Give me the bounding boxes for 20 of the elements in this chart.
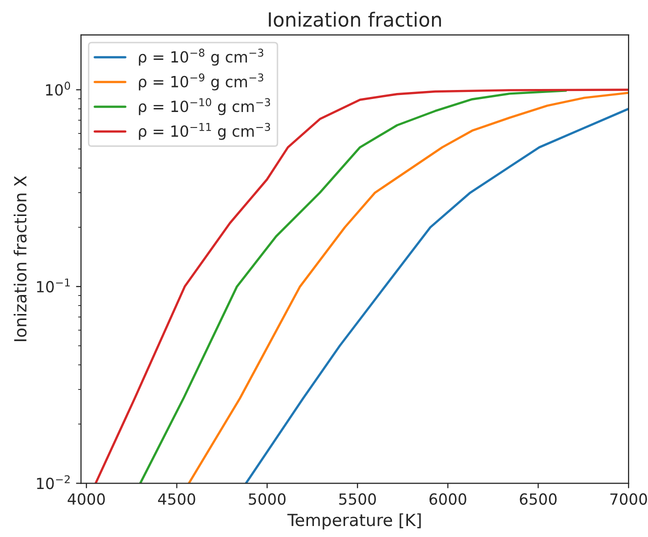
x-axis-title: Temperature [K] [287, 513, 421, 530]
legend-label: ρ = 10$^{−9}$ g cm$^{−3}$ [138, 73, 264, 90]
legend-label: ρ = 10$^{−10}$ g cm$^{−3}$ [138, 98, 270, 116]
x-tick-label: 6500 [520, 493, 557, 505]
legend-label: ρ = 10$^{−11}$ g cm$^{−3}$ [138, 122, 270, 140]
y-axis-title: Ionization fraction X [14, 176, 27, 342]
x-tick-label: 4500 [158, 493, 196, 505]
y-tick-label: 10$^{−1}$ [37, 278, 70, 292]
x-tick-label: 5500 [339, 493, 376, 505]
line-series [139, 90, 568, 484]
y-tick-label: 10$^{−2}$ [37, 475, 70, 490]
x-tick-label: 6000 [429, 493, 466, 505]
y-tick-label: 10$^{0}$ [46, 82, 70, 96]
chart-title: Ionization fraction [268, 12, 441, 27]
x-tick-label: 5000 [248, 493, 286, 505]
x-tick-label: 4000 [68, 493, 105, 505]
line-series [94, 88, 629, 484]
legend-label: ρ = 10$^{−8}$ g cm$^{−3}$ [138, 48, 264, 66]
line-series [188, 92, 629, 484]
x-tick-label: 7000 [610, 493, 647, 505]
